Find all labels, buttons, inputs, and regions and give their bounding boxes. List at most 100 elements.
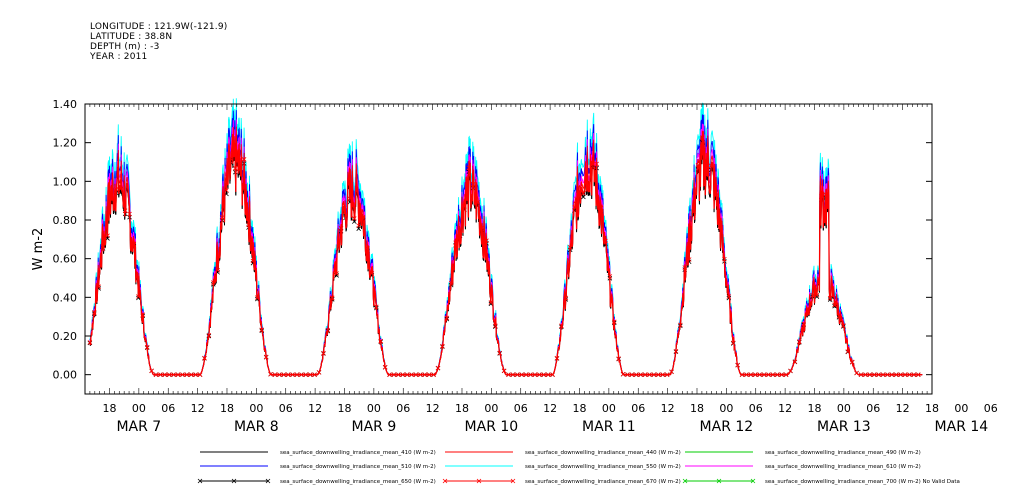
legend-label: sea_surface_downwelling_irradiance_mean_…: [765, 479, 960, 485]
x-date-label: MAR 10: [465, 419, 519, 435]
legend-label: sea_surface_downwelling_irradiance_mean_…: [280, 450, 436, 456]
series-marker: [695, 162, 701, 168]
series-marker: [704, 172, 710, 178]
legend-label: sea_surface_downwelling_irradiance_mean_…: [280, 464, 436, 470]
series-marker: [506, 372, 511, 377]
series-marker: [290, 372, 295, 377]
series-marker: [255, 295, 260, 300]
longitude-line: LONGITUDE : 121.9W(-121.9): [90, 22, 228, 32]
x-tick-label: 00: [837, 402, 851, 415]
series-marker: [766, 372, 771, 377]
series-marker: [660, 372, 666, 377]
series-marker: [559, 323, 564, 329]
series-marker: [409, 372, 414, 377]
series-marker: [528, 372, 533, 377]
series-marker: [96, 284, 101, 289]
series-marker: [814, 292, 820, 298]
x-tick-label: 12: [543, 402, 557, 415]
series-marker: [656, 372, 661, 377]
series-marker: [682, 265, 688, 270]
x-date-label: MAR 12: [700, 419, 754, 435]
series-marker: [554, 355, 560, 361]
series-marker: [730, 340, 736, 346]
series-marker: [197, 372, 203, 377]
x-tick-label: 00: [954, 402, 968, 415]
series-marker: [166, 372, 172, 377]
series-marker: [717, 222, 723, 228]
series-marker: [175, 372, 181, 377]
series-marker: [841, 323, 846, 328]
series-marker: [136, 294, 141, 299]
x-tick-label: 12: [426, 402, 440, 415]
legend-label: sea_surface_downwelling_irradiance_mean_…: [525, 464, 681, 470]
series-marker: [206, 333, 212, 338]
series-marker: [867, 372, 873, 377]
series-marker: [792, 359, 798, 364]
axis-layer: 0.00 0.20 0.40 0.60 0.80 1.00 1.20 1.40 18 00 06 12…: [53, 98, 998, 435]
series-marker: [735, 362, 740, 368]
series-marker: [158, 372, 163, 377]
series-marker: [603, 238, 608, 244]
series-marker: [140, 312, 146, 317]
series-marker: [338, 226, 344, 231]
series-marker: [462, 204, 467, 209]
series-marker: [911, 372, 917, 377]
series-marker: [162, 372, 168, 377]
series-marker: [277, 372, 282, 377]
series-marker: [678, 322, 683, 328]
y-tick-label: 0.80: [53, 214, 78, 227]
series-marker: [651, 372, 657, 377]
series-marker: [369, 271, 375, 276]
series-marker: [360, 214, 366, 220]
series-marker: [797, 339, 802, 344]
series-marker: [237, 167, 242, 173]
x-tick-label: 18: [337, 402, 351, 415]
series-marker: [228, 156, 234, 161]
series-marker: [832, 302, 837, 308]
series-marker: [779, 372, 784, 377]
series-marker: [299, 372, 304, 377]
series-marker: [303, 372, 309, 377]
x-tick-label: 06: [631, 402, 645, 415]
series-marker: [545, 372, 551, 377]
series-marker: [510, 372, 516, 377]
x-date-label: MAR 11: [582, 419, 636, 435]
x-tick-label: 12: [896, 402, 910, 415]
series-marker: [523, 372, 529, 377]
series-marker: [440, 343, 445, 349]
series-marker: [184, 372, 190, 377]
x-tick-label: 18: [572, 402, 586, 415]
x-tick-label: 18: [925, 402, 939, 415]
series-marker: [713, 193, 718, 198]
series-marker: [871, 372, 877, 377]
x-tick-label: 12: [308, 402, 322, 415]
x-tick-label: 00: [719, 402, 733, 415]
series-marker: [819, 194, 824, 199]
legend: sea_surface_downwelling_irradiance_mean_…: [197, 450, 960, 485]
series-marker: [281, 372, 287, 377]
x-tick-label: 06: [749, 402, 763, 415]
series-line-s650: [89, 138, 923, 376]
legend-marker: [197, 478, 203, 484]
series-marker: [153, 372, 159, 377]
series-marker: [726, 294, 732, 299]
series-marker: [246, 222, 251, 227]
legend-marker: [510, 478, 516, 484]
series-marker: [356, 223, 361, 229]
series-marker: [285, 372, 291, 377]
x-tick-label: 18: [220, 402, 234, 415]
series-marker: [426, 372, 432, 377]
series-marker: [219, 214, 225, 220]
series-marker: [431, 372, 436, 377]
series-marker: [757, 372, 762, 377]
series-marker: [845, 349, 851, 354]
series-marker: [827, 295, 833, 301]
series-marker: [263, 354, 269, 360]
series-marker: [488, 300, 494, 305]
series-marker: [325, 327, 331, 333]
x-tick-label: 06: [514, 402, 528, 415]
legend-marker: [750, 478, 756, 484]
y-axis-label: W m-2: [31, 228, 46, 271]
series-marker: [572, 205, 577, 210]
legend-label: sea_surface_downwelling_irradiance_mean_…: [525, 450, 681, 456]
